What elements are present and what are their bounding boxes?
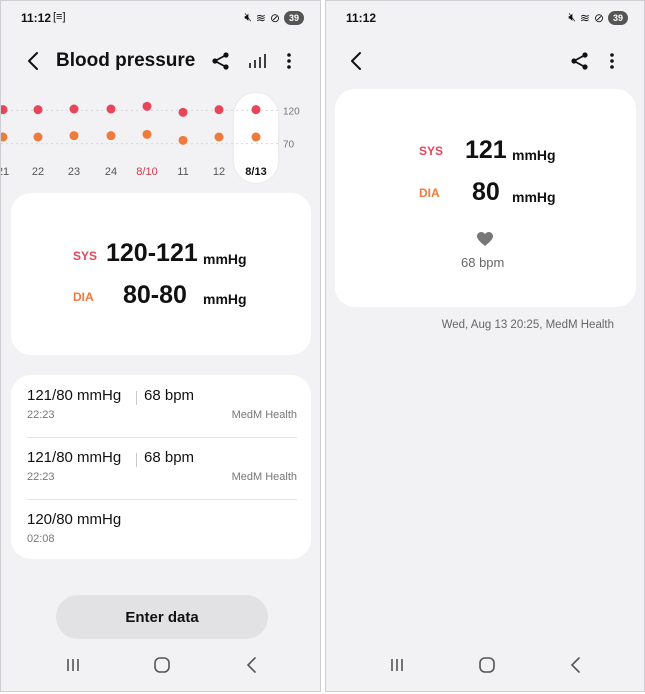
reading-value: 120/80 mmHg — [27, 511, 122, 528]
sys-point — [251, 105, 261, 115]
dia-label: DIA — [419, 186, 440, 200]
bp-trend-chart[interactable]: 120 70 21 22 23 24 8/10 11 12 8/13 — [1, 93, 320, 183]
blood-pressure-overview-screen: 11:12 [≡] 🔇︎ ≋ ⊘ 39 Blood pressure 120 — [0, 0, 321, 692]
reading-source: MedM Health — [231, 409, 297, 421]
dia-value: 80 — [472, 178, 500, 206]
app-bar: Blood pressure — [1, 41, 320, 81]
enter-data-button[interactable]: Enter data — [56, 595, 268, 639]
divider — [27, 437, 297, 438]
sys-point — [1, 105, 8, 115]
battery-icon: 39 — [608, 10, 628, 25]
chart-bars-icon[interactable] — [247, 51, 267, 71]
reading-bpm: 68 bpm — [144, 449, 195, 466]
reading-time: 22:23 — [27, 409, 55, 421]
x-tick-label: 22 — [32, 166, 44, 178]
sys-point — [142, 101, 152, 111]
reading-source: MedM Health — [231, 471, 297, 483]
dia-point — [69, 131, 79, 141]
dnd-icon: ⊘ — [593, 10, 604, 25]
reading-detail-card: SYS 121 mmHg DIA 80 mmHg 68 bpm — [335, 89, 636, 307]
screenshot-notification-icon: [≡] — [53, 11, 66, 23]
dia-point — [142, 129, 152, 139]
reading-detail-screen: 11:12 🔇︎ ≋ ⊘ 39 SYS 121 mmHg DIA 80 mmHg… — [325, 0, 645, 692]
dia-point — [33, 132, 43, 142]
system-nav-bar — [326, 653, 644, 677]
dia-point — [251, 132, 261, 142]
system-nav-bar — [1, 653, 320, 677]
x-tick-label: 11 — [177, 166, 188, 178]
dnd-icon: ⊘ — [269, 10, 280, 25]
range-summary-card: SYS 120-121 mmHg DIA 80-80 mmHg — [11, 193, 311, 355]
wifi-icon: ≋ — [255, 10, 266, 25]
sys-label: SYS — [419, 144, 444, 158]
sys-unit: mmHg — [512, 147, 556, 163]
home-icon[interactable] — [150, 653, 174, 677]
app-bar — [326, 41, 644, 81]
sys-point — [178, 107, 188, 117]
dia-range-value: 80-80 — [123, 281, 187, 309]
status-time: 11:12 — [346, 11, 377, 25]
reading-timestamp-source: Wed, Aug 13 20:25, MedM Health — [441, 319, 614, 331]
heart-rate: 68 bpm — [461, 255, 505, 270]
sys-point — [106, 104, 116, 114]
heart-icon — [477, 232, 493, 246]
dia-point — [178, 135, 188, 145]
mute-icon: 🔇︎ — [568, 10, 576, 24]
dia-unit: mmHg — [512, 189, 556, 205]
x-tick-label: 8/13 — [245, 166, 266, 178]
list-item[interactable]: 121/80 mmHg 68 bpm 22:23 MedM Health — [27, 437, 297, 499]
reading-time: 02:08 — [27, 533, 55, 545]
reading-bpm: 68 bpm — [144, 387, 195, 404]
recent-apps-icon[interactable] — [385, 653, 409, 677]
divider — [27, 499, 297, 500]
wifi-icon: ≋ — [579, 10, 590, 25]
back-nav-icon[interactable] — [240, 653, 264, 677]
share-icon[interactable] — [211, 51, 231, 71]
y-tick-label: 70 — [283, 140, 295, 151]
back-nav-icon[interactable] — [564, 653, 588, 677]
mute-icon: 🔇︎ — [244, 10, 252, 24]
back-arrow-icon[interactable] — [23, 49, 43, 73]
list-item[interactable]: 120/80 mmHg 02:08 — [27, 499, 297, 561]
reading-value: 121/80 mmHg — [27, 387, 122, 404]
dia-point — [1, 132, 8, 142]
separator — [136, 391, 137, 405]
sys-point — [69, 104, 79, 114]
page-title: Blood pressure — [56, 50, 196, 71]
share-icon[interactable] — [570, 51, 590, 71]
x-tick-label: 21 — [1, 166, 9, 178]
reading-time: 22:23 — [27, 471, 55, 483]
dia-point — [214, 132, 224, 142]
sys-point — [33, 105, 43, 115]
recent-apps-icon[interactable] — [61, 653, 85, 677]
sys-point — [214, 105, 224, 115]
more-options-icon[interactable] — [279, 51, 299, 71]
readings-list: 121/80 mmHg 68 bpm 22:23 MedM Health 121… — [11, 375, 311, 559]
separator — [136, 453, 137, 467]
battery-icon: 39 — [284, 10, 304, 25]
x-tick-label: 8/10 — [136, 166, 157, 178]
status-bar: 11:12 [≡] 🔇︎ ≋ ⊘ 39 — [1, 9, 320, 27]
home-icon[interactable] — [475, 653, 499, 677]
sys-value: 121 — [465, 136, 507, 164]
back-arrow-icon[interactable] — [346, 49, 366, 73]
list-item[interactable]: 121/80 mmHg 68 bpm 22:23 MedM Health — [27, 375, 297, 437]
reading-value: 121/80 mmHg — [27, 449, 122, 466]
y-tick-label: 120 — [283, 106, 300, 117]
dia-label: DIA — [73, 290, 94, 304]
status-time: 11:12 — [21, 11, 52, 25]
x-tick-label: 12 — [213, 166, 225, 178]
status-bar: 11:12 🔇︎ ≋ ⊘ 39 — [326, 9, 644, 27]
x-tick-label: 23 — [68, 166, 80, 178]
sys-unit: mmHg — [203, 251, 247, 267]
x-tick-label: 24 — [105, 166, 117, 178]
dia-point — [106, 131, 116, 141]
sys-label: SYS — [73, 249, 98, 263]
dia-unit: mmHg — [203, 291, 247, 307]
sys-range-value: 120-121 — [106, 239, 198, 267]
more-options-icon[interactable] — [602, 51, 622, 71]
chart-plot: 120 70 21 22 23 24 8/10 11 12 8/13 — [1, 101, 300, 178]
